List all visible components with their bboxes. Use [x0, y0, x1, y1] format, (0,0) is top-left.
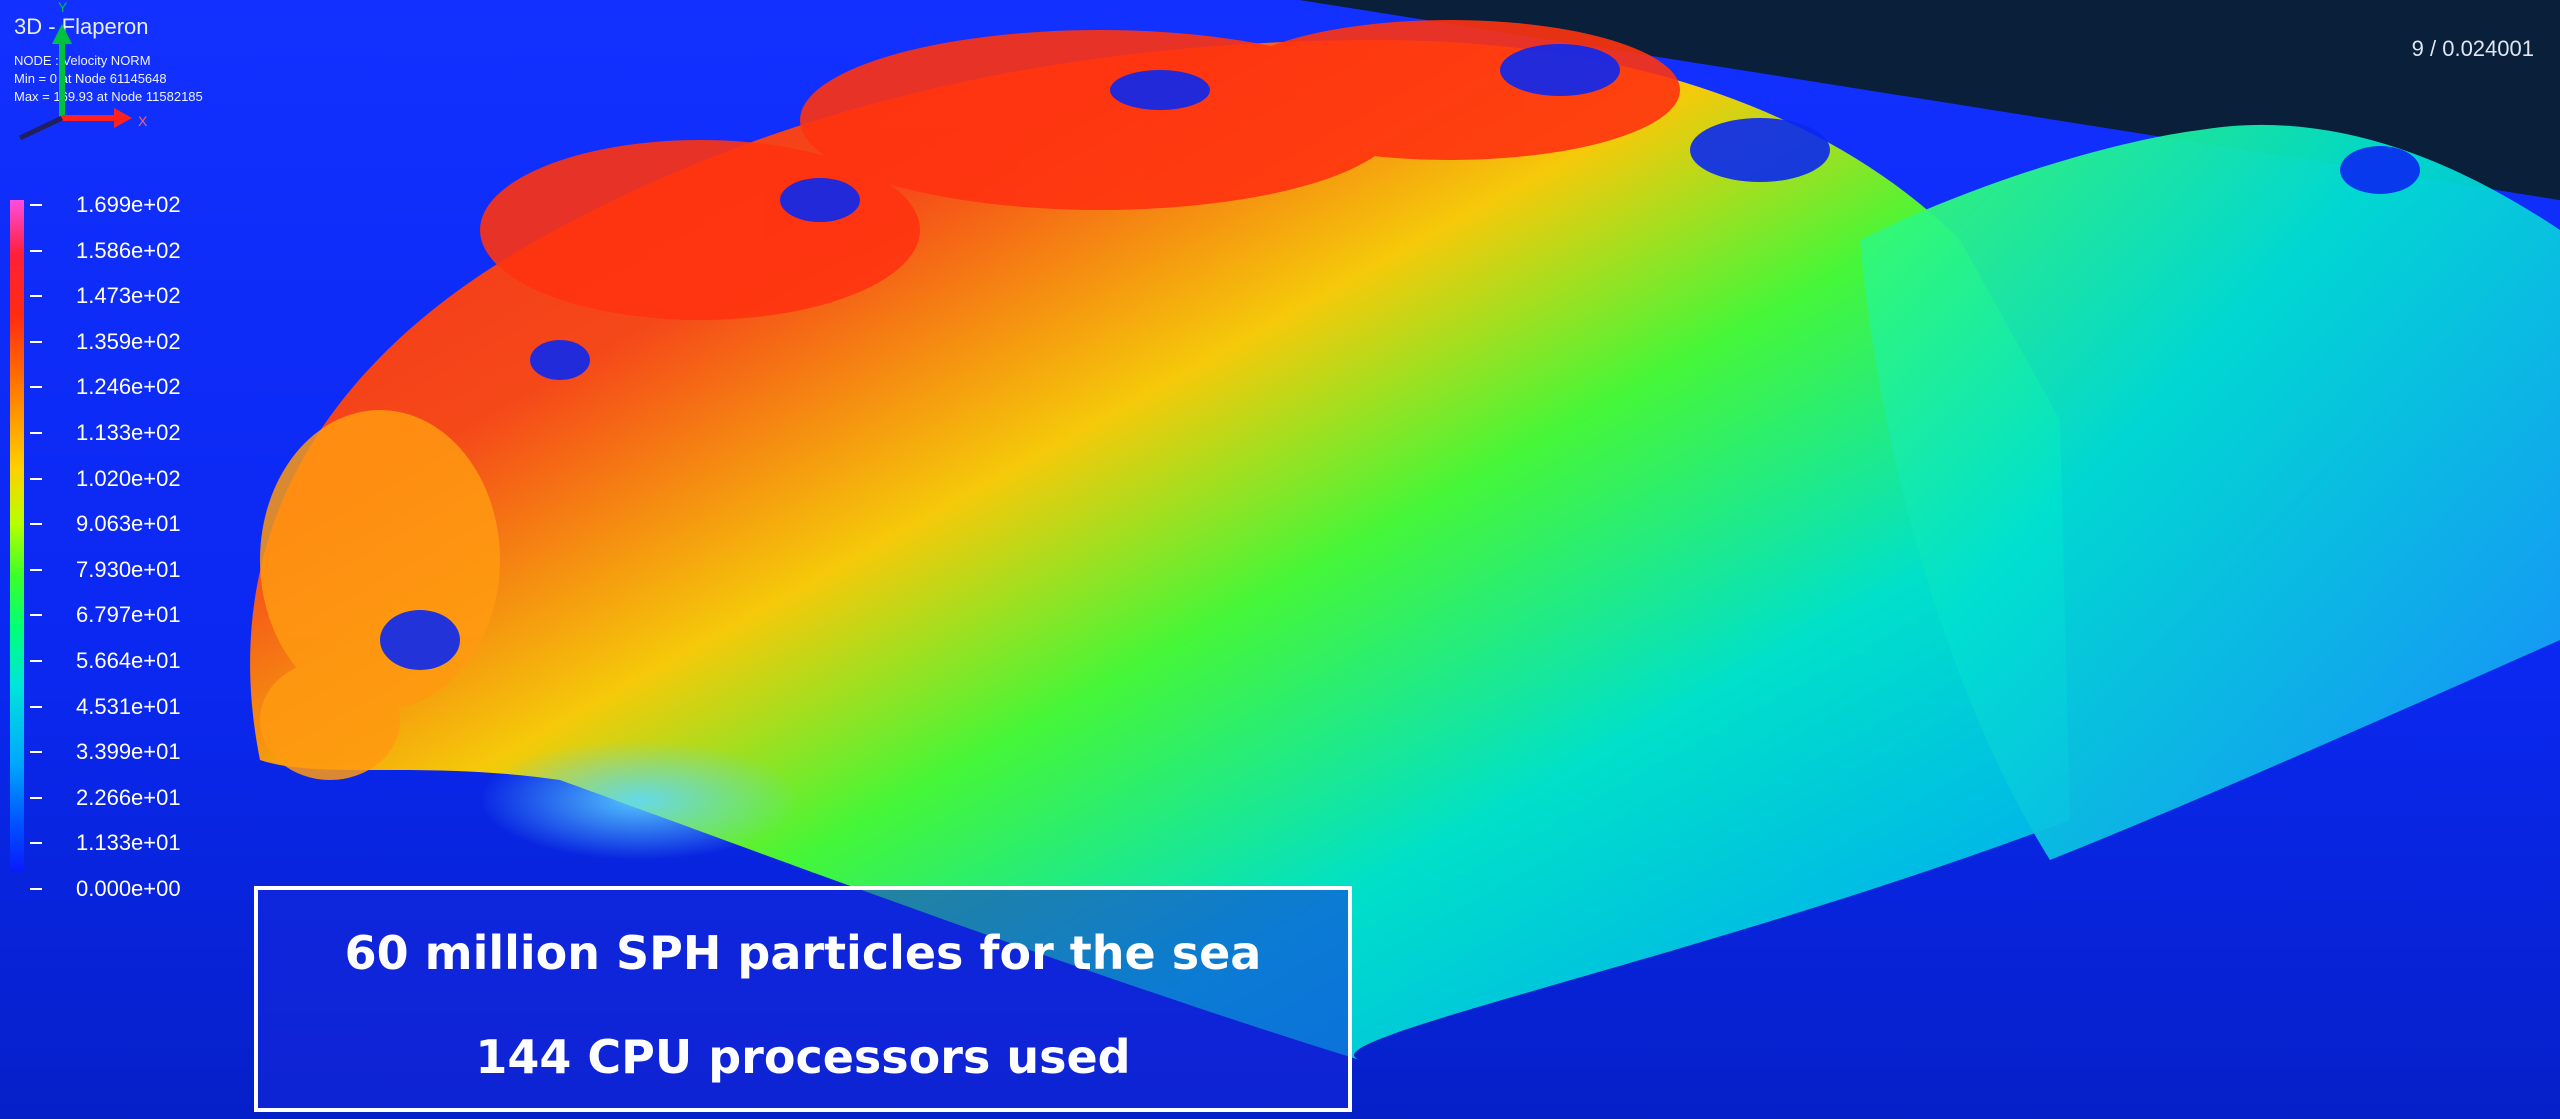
- caption-box: 60 million SPH particles for the sea 144…: [254, 886, 1352, 1112]
- view-title: 3D - Flaperon: [14, 14, 149, 39]
- legend-tick: [30, 660, 42, 662]
- axis-x-label: X: [138, 113, 148, 129]
- frame-time-label: 9 / 0.024001: [2411, 36, 2534, 61]
- legend-tick: [30, 523, 42, 526]
- legend-tick: [30, 477, 42, 480]
- legend-value: 7.930e+01: [76, 556, 181, 582]
- spray-crest: [480, 20, 1680, 320]
- legend-value: 5.664e+01: [76, 648, 181, 673]
- legend-tick: [30, 386, 42, 389]
- legend-value: 1.586e+02: [76, 237, 181, 263]
- info-min: Min = 0 at Node 61145648: [14, 71, 167, 86]
- legend-tick: [30, 568, 42, 571]
- axis-triad: Y X: [18, 0, 148, 141]
- legend-tick: [30, 705, 42, 708]
- axis-y-label: Y: [58, 0, 68, 15]
- caption-processors: 144 CPU processors used: [475, 1030, 1131, 1084]
- caption-particles: 60 million SPH particles for the sea: [344, 926, 1262, 980]
- legend-value: 6.797e+01: [76, 602, 181, 628]
- legend-value: 1.246e+02: [76, 374, 181, 400]
- legend-tick: [30, 249, 42, 252]
- legend-tick: [30, 204, 42, 206]
- foam-glow: [480, 740, 800, 860]
- legend-tick: [30, 340, 42, 343]
- legend-tick: [30, 614, 42, 617]
- legend-value: 4.531e+01: [76, 693, 181, 719]
- legend-value: 2.266e+01: [76, 784, 181, 810]
- legend-value: 0.000e+00: [76, 876, 181, 901]
- legend-value: 1.359e+02: [76, 328, 181, 354]
- legend-tick: [30, 842, 42, 845]
- spray-gaps: [380, 44, 2420, 670]
- legend-value: 1.020e+02: [76, 465, 181, 491]
- legend-tick: [30, 888, 42, 890]
- legend-value: 1.699e+02: [76, 192, 181, 217]
- legend-value: 1.473e+02: [76, 283, 181, 309]
- info-result-type: NODE : Velocity NORM: [14, 53, 151, 68]
- legend-value: 1.133e+02: [76, 420, 181, 445]
- legend-value: 9.063e+01: [76, 511, 181, 537]
- color-legend-bar: [10, 200, 24, 872]
- legend-value: 3.399e+01: [76, 739, 181, 765]
- wave-spray-right: [1860, 124, 2560, 860]
- legend-tick: [30, 751, 42, 754]
- legend-tick: [30, 295, 42, 298]
- legend-value: 1.133e+01: [76, 830, 181, 856]
- legend-tick: [30, 796, 42, 799]
- legend-tick: [30, 432, 42, 434]
